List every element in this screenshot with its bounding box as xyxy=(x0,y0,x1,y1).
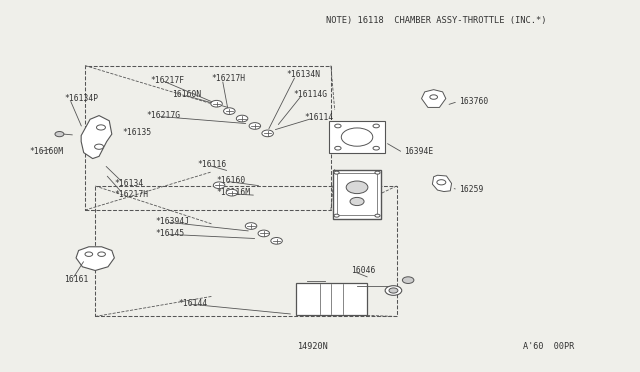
Text: NOTE) 16118  CHAMBER ASSY-THROTTLE (INC.*): NOTE) 16118 CHAMBER ASSY-THROTTLE (INC.*… xyxy=(326,16,547,25)
Text: 16160N: 16160N xyxy=(172,90,201,99)
Circle shape xyxy=(262,130,273,137)
Text: *16160: *16160 xyxy=(216,176,246,185)
Circle shape xyxy=(375,171,380,174)
Circle shape xyxy=(375,214,380,217)
Circle shape xyxy=(223,108,235,115)
Circle shape xyxy=(430,95,438,99)
Circle shape xyxy=(95,144,104,149)
Circle shape xyxy=(385,286,402,295)
Text: *16116: *16116 xyxy=(197,160,227,169)
Polygon shape xyxy=(76,247,115,270)
Circle shape xyxy=(226,189,237,196)
Text: *16145: *16145 xyxy=(156,229,184,238)
Circle shape xyxy=(97,125,106,130)
Bar xyxy=(85,65,331,210)
Text: 16161: 16161 xyxy=(65,275,89,284)
Text: *16114G: *16114G xyxy=(293,90,327,99)
Circle shape xyxy=(249,123,260,129)
Circle shape xyxy=(373,124,380,128)
Text: *16135: *16135 xyxy=(122,128,151,137)
Bar xyxy=(95,186,397,317)
Text: *16217F: *16217F xyxy=(151,76,185,85)
Circle shape xyxy=(335,124,341,128)
Text: *16134P: *16134P xyxy=(65,94,99,103)
Circle shape xyxy=(350,198,364,206)
Circle shape xyxy=(85,252,93,256)
Circle shape xyxy=(389,288,398,293)
Polygon shape xyxy=(433,175,452,192)
Circle shape xyxy=(211,100,222,107)
Text: *16217H: *16217H xyxy=(115,190,148,199)
Circle shape xyxy=(335,146,341,150)
Circle shape xyxy=(55,132,64,137)
Text: 16394E: 16394E xyxy=(404,147,433,156)
Circle shape xyxy=(346,181,368,193)
Text: *16134N: *16134N xyxy=(287,70,321,79)
Circle shape xyxy=(334,214,339,217)
Circle shape xyxy=(373,146,380,150)
Text: *16144: *16144 xyxy=(178,299,207,308)
Text: *16217G: *16217G xyxy=(147,111,180,120)
Text: *16114: *16114 xyxy=(304,113,333,122)
Bar xyxy=(296,283,367,315)
Circle shape xyxy=(403,277,414,283)
Circle shape xyxy=(271,237,282,244)
Circle shape xyxy=(341,128,372,146)
Polygon shape xyxy=(422,90,446,108)
Text: A'60  00PR: A'60 00PR xyxy=(523,341,574,350)
Circle shape xyxy=(245,223,257,230)
Bar xyxy=(337,173,377,215)
Bar xyxy=(329,121,385,153)
Text: 163760: 163760 xyxy=(460,97,488,106)
Text: 14920N: 14920N xyxy=(297,341,328,350)
Circle shape xyxy=(437,180,446,185)
Text: 16259: 16259 xyxy=(460,185,484,194)
Text: *16394J: *16394J xyxy=(156,217,189,226)
Circle shape xyxy=(213,182,225,189)
Bar xyxy=(333,170,381,219)
Circle shape xyxy=(236,115,248,122)
Circle shape xyxy=(98,252,106,256)
Text: *16134: *16134 xyxy=(115,179,143,187)
Text: *16217H: *16217H xyxy=(211,74,246,83)
Text: *16116M: *16116M xyxy=(216,188,251,197)
Circle shape xyxy=(258,230,269,237)
Text: 16046: 16046 xyxy=(351,266,375,275)
Text: *16160M: *16160M xyxy=(29,147,63,156)
Polygon shape xyxy=(81,116,112,158)
Circle shape xyxy=(334,171,339,174)
